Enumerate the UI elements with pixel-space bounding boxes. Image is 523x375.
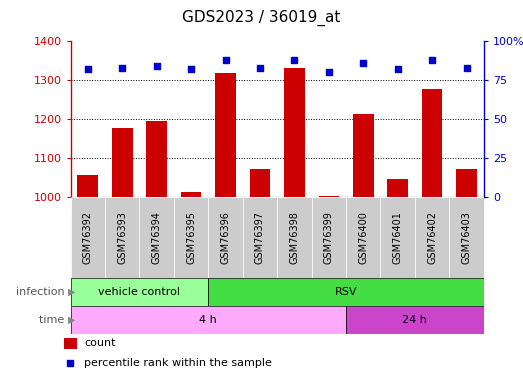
Bar [346, 306, 484, 334]
Text: GSM76395: GSM76395 [186, 211, 196, 264]
Bar [64, 338, 76, 349]
Text: GSM76399: GSM76399 [324, 211, 334, 264]
Text: RSV: RSV [335, 286, 357, 297]
Bar [71, 278, 208, 306]
Point [428, 57, 436, 63]
Point [359, 60, 368, 66]
Bar [71, 197, 105, 278]
Bar [249, 169, 270, 197]
Point [393, 66, 402, 72]
Bar [346, 197, 381, 278]
Bar [319, 196, 339, 197]
Bar [353, 114, 373, 197]
Bar [215, 73, 236, 197]
Bar [112, 128, 133, 197]
Text: GSM76393: GSM76393 [117, 211, 127, 264]
Text: GSM76396: GSM76396 [221, 211, 231, 264]
Text: time: time [39, 315, 68, 325]
Bar [208, 278, 484, 306]
Text: percentile rank within the sample: percentile rank within the sample [84, 358, 272, 368]
Point [256, 65, 264, 71]
Text: GDS2023 / 36019_at: GDS2023 / 36019_at [183, 9, 340, 26]
Text: GSM76401: GSM76401 [393, 211, 403, 264]
Bar [140, 197, 174, 278]
Bar [243, 197, 277, 278]
Bar [208, 197, 243, 278]
Bar [388, 178, 408, 197]
Text: GSM76402: GSM76402 [427, 211, 437, 264]
Bar [174, 197, 208, 278]
Point [153, 63, 161, 69]
Point [221, 57, 230, 63]
Bar [312, 197, 346, 278]
Point [84, 66, 92, 72]
Text: vehicle control: vehicle control [98, 286, 180, 297]
Text: infection: infection [16, 286, 68, 297]
Bar [449, 197, 484, 278]
Text: GSM76403: GSM76403 [462, 211, 472, 264]
Point [462, 65, 471, 71]
Text: 24 h: 24 h [403, 315, 427, 325]
Text: GSM76392: GSM76392 [83, 211, 93, 264]
Text: GSM76398: GSM76398 [289, 211, 299, 264]
Text: ▶: ▶ [68, 286, 75, 297]
Bar [415, 197, 449, 278]
Bar [381, 197, 415, 278]
Bar [146, 121, 167, 197]
Bar [456, 169, 477, 197]
Bar [277, 197, 312, 278]
Text: ▶: ▶ [68, 315, 75, 325]
Text: GSM76397: GSM76397 [255, 211, 265, 264]
Bar [181, 192, 201, 197]
Text: 4 h: 4 h [199, 315, 217, 325]
Text: GSM76400: GSM76400 [358, 211, 368, 264]
Point [325, 69, 333, 75]
Point [290, 57, 299, 63]
Point [187, 66, 195, 72]
Bar [71, 306, 346, 334]
Text: count: count [84, 339, 116, 348]
Bar [77, 175, 98, 197]
Point [66, 360, 75, 366]
Point [118, 65, 127, 71]
Bar [422, 89, 442, 197]
Bar [284, 69, 305, 197]
Bar [105, 197, 140, 278]
Text: GSM76394: GSM76394 [152, 211, 162, 264]
